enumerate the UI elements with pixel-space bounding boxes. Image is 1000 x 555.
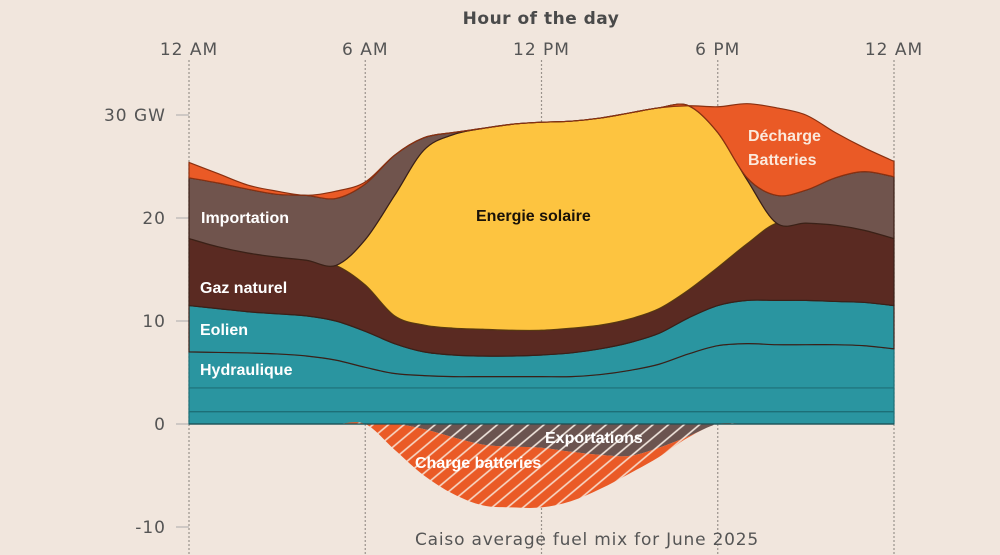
y-tick-label: -10 <box>135 518 166 538</box>
x-tick-label: 12 AM <box>160 40 218 60</box>
label-hydraulique: Hydraulique <box>200 362 293 379</box>
x-tick-label: 12 PM <box>513 40 570 60</box>
stacked-areas <box>188 103 895 508</box>
y-tick-label: 30 GW <box>104 106 166 126</box>
label-eolien: Eolien <box>200 322 248 339</box>
x-axis-title: Hour of the day <box>463 9 620 29</box>
x-tick-labels: 12 AM 6 AM 12 PM 6 PM 12 AM <box>160 40 923 60</box>
area-unlabeled-0 <box>188 411 895 425</box>
y-tick-label: 20 <box>142 209 166 229</box>
area-unlabeled-1 <box>188 387 895 413</box>
x-tick-label: 12 AM <box>865 40 923 60</box>
area-charge-batteries <box>189 422 894 508</box>
label-gaz-naturel: Gaz naturel <box>200 280 287 297</box>
y-tick-labels: 30 GW 20 10 0 -10 <box>104 106 189 538</box>
area-exportations <box>189 423 894 457</box>
x-tick-label: 6 AM <box>342 40 389 60</box>
label-energie-solaire: Energie solaire <box>476 208 591 225</box>
label-decharge-line1: Décharge <box>748 128 821 145</box>
label-exportations: Exportations <box>545 430 643 447</box>
label-charge-batteries: Charge batteries <box>415 455 541 472</box>
y-tick-label: 0 <box>154 415 166 435</box>
label-decharge-line2: Batteries <box>748 152 817 169</box>
label-importation: Importation <box>201 210 289 227</box>
x-tick-label: 6 PM <box>695 40 740 60</box>
area-decharge-batteries <box>188 103 895 200</box>
y-tick-label: 10 <box>142 312 166 332</box>
chart-caption: Caiso average fuel mix for June 2025 <box>415 530 759 550</box>
inline-labels: Importation Energie solaire Gaz naturel … <box>200 128 821 472</box>
